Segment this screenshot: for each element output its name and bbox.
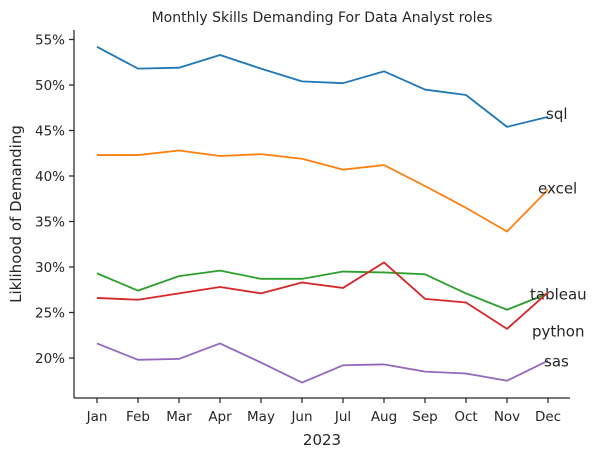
y-tick-label: 50%	[35, 78, 65, 94]
series-label-excel: excel	[538, 180, 577, 198]
series-label-sas: sas	[544, 353, 569, 371]
plot-area: sql excel tableau python sas	[96, 45, 587, 384]
y-tick-label: 25%	[35, 306, 65, 322]
x-tick-label: Oct	[454, 409, 477, 425]
x-tick-label: May	[247, 409, 275, 425]
y-ticks: 20% 25% 30% 35% 40% 45% 50% 55%	[35, 33, 74, 367]
y-tick-label: 30%	[35, 260, 65, 276]
x-axis-label: 2023	[303, 431, 341, 449]
x-tick-label: Jun	[290, 409, 312, 425]
chart-title: Monthly Skills Demanding For Data Analys…	[152, 10, 493, 26]
y-tick-label: 45%	[35, 124, 65, 140]
y-tick-label: 20%	[35, 351, 65, 367]
series-line-python	[96, 261, 549, 330]
x-tick-label: Dec	[535, 409, 561, 425]
x-ticks: Jan Feb Mar Apr May Jun Jul Aug Sep Oct Nov Dec	[86, 398, 561, 425]
y-tick-label: 55%	[35, 33, 65, 49]
series-label-python: python	[532, 322, 584, 340]
x-tick-label: Jul	[334, 409, 351, 425]
x-tick-label: Aug	[371, 409, 397, 425]
x-tick-label: Sep	[412, 409, 437, 425]
x-tick-label: Feb	[126, 409, 150, 425]
series-line-tableau	[96, 269, 549, 311]
series-label-sql: sql	[546, 105, 568, 123]
y-axis-label: Liklihood of Demanding	[7, 125, 25, 303]
x-tick-label: Mar	[166, 409, 192, 425]
series-label-tableau: tableau	[530, 285, 587, 303]
x-tick-label: Jan	[86, 409, 108, 425]
y-tick-label: 40%	[35, 169, 65, 185]
series-line-sql	[96, 45, 549, 128]
series-line-sas	[96, 342, 549, 384]
series-line-excel	[97, 149, 549, 233]
y-tick-label: 35%	[35, 215, 65, 231]
x-tick-label: Nov	[494, 409, 520, 425]
x-tick-label: Apr	[208, 409, 232, 425]
